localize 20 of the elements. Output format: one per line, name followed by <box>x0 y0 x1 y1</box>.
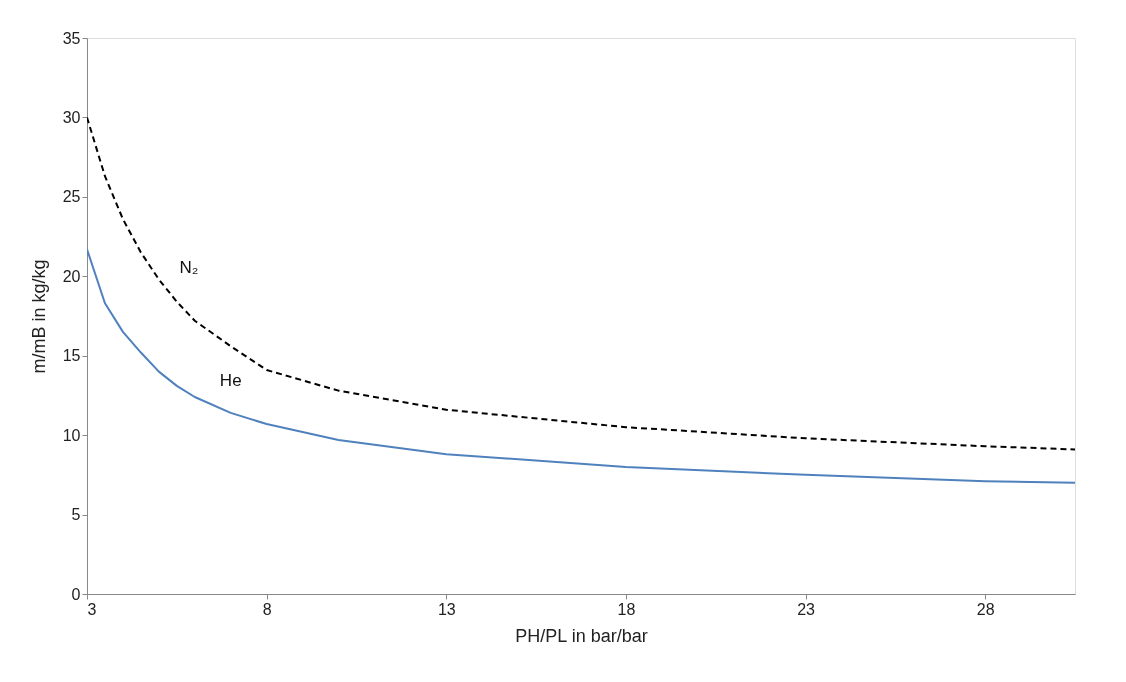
x-tick-label: 23 <box>797 600 816 618</box>
x-tick-label: 3 <box>87 600 97 618</box>
x-tick-label: 8 <box>262 600 272 618</box>
line-series <box>87 116 1075 451</box>
y-axis-title: m/mB in kg/kg <box>28 259 49 374</box>
y-tick-label: 35 <box>62 29 81 47</box>
x-tick-label: 18 <box>617 600 636 618</box>
y-tick-label: 10 <box>62 426 81 444</box>
y-tick-label: 30 <box>62 108 81 126</box>
y-tick-label: 15 <box>62 347 81 365</box>
x-tick-label: 13 <box>437 600 456 618</box>
x-tick-label: 28 <box>976 600 995 618</box>
y-tick-label: 5 <box>71 506 81 524</box>
series-label: N₂ <box>179 257 199 277</box>
y-tick-label: 0 <box>71 585 81 603</box>
x-axis-title: PH/PL in bar/bar <box>515 625 648 646</box>
y-tick-label: 25 <box>62 188 81 206</box>
line-series <box>87 248 1075 484</box>
series-label: He <box>219 370 242 390</box>
y-tick-label: 20 <box>62 267 81 285</box>
